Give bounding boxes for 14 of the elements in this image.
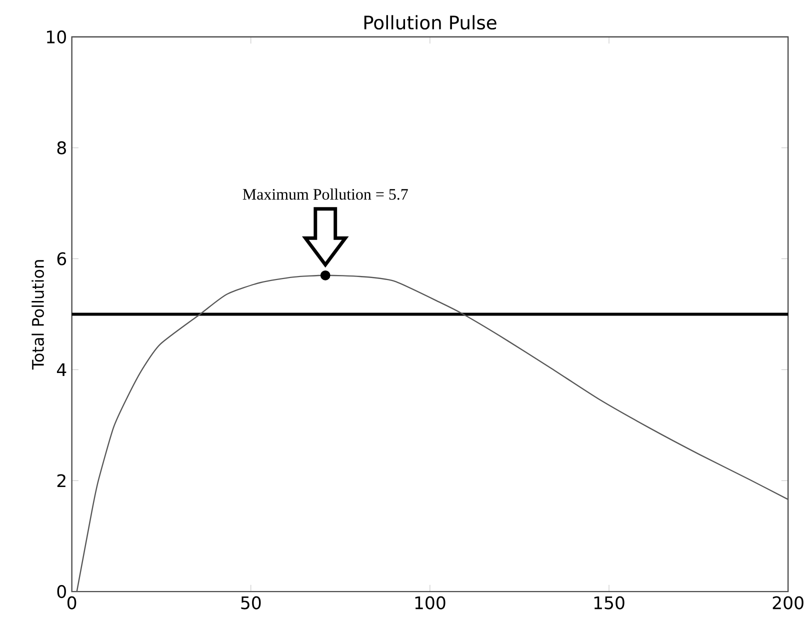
x-tick-label: 200 [772, 596, 804, 610]
x-tick-label: 0 [67, 596, 76, 610]
y-tick-label: 2 [57, 474, 66, 487]
annotation: Maximum Pollution = 5.7 [242, 188, 408, 200]
y-axis-title: Total Pollution [32, 260, 44, 370]
y-tick-label: 8 [57, 141, 66, 154]
x-tick-label: 50 [241, 596, 261, 610]
chart-title: Pollution Pulse [364, 14, 496, 30]
x-tick-label: 150 [594, 596, 624, 610]
y-tick-label: 10 [47, 30, 66, 44]
y-tick-label: 4 [56, 363, 66, 376]
y-tick-label: 6 [57, 252, 66, 266]
y-tick-label: 0 [57, 584, 66, 598]
x-tick-label: 100 [415, 596, 446, 610]
